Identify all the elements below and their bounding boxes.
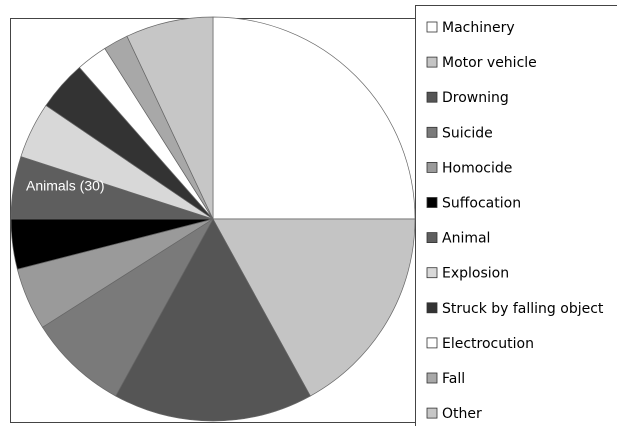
legend-label: Explosion — [442, 266, 509, 282]
pie-slice — [126, 16, 214, 220]
legend-swatch — [426, 267, 438, 279]
pie-slice — [115, 218, 311, 422]
legend-label: Other — [442, 406, 482, 422]
legend-label: Drowning — [442, 90, 509, 106]
pie-slice — [212, 218, 416, 397]
legend-label: Animal — [442, 231, 490, 247]
pie-slice — [41, 218, 214, 397]
legend-label: Struck by falling object — [442, 301, 604, 317]
legend-swatch — [426, 56, 438, 68]
pie-slice — [212, 16, 416, 220]
legend-label: Suffocation — [442, 196, 521, 212]
pie — [10, 16, 416, 422]
annotation: Animals (30) — [26, 178, 105, 194]
legend-swatch — [426, 197, 438, 208]
legend-swatch — [426, 126, 438, 138]
legend-swatch — [426, 232, 438, 244]
legend-swatch — [426, 407, 438, 419]
legend-swatch — [426, 302, 438, 314]
legend-label: Suicide — [442, 125, 493, 141]
legend-frame — [415, 5, 617, 426]
legend-swatch — [426, 91, 438, 103]
legend-label: Motor vehicle — [442, 55, 537, 71]
legend-swatch — [426, 21, 438, 33]
legend-swatch — [426, 337, 438, 349]
legend-label: Machinery — [442, 20, 515, 36]
legend-swatch — [426, 161, 438, 173]
legend-swatch — [426, 372, 438, 384]
legend-label: Homocide — [442, 160, 512, 176]
legend-label: Electrocution — [442, 336, 534, 352]
legend: Machinery Motor vehicle Drowning Suicide Hom… — [426, 20, 604, 422]
legend-label: Fall — [442, 371, 465, 387]
